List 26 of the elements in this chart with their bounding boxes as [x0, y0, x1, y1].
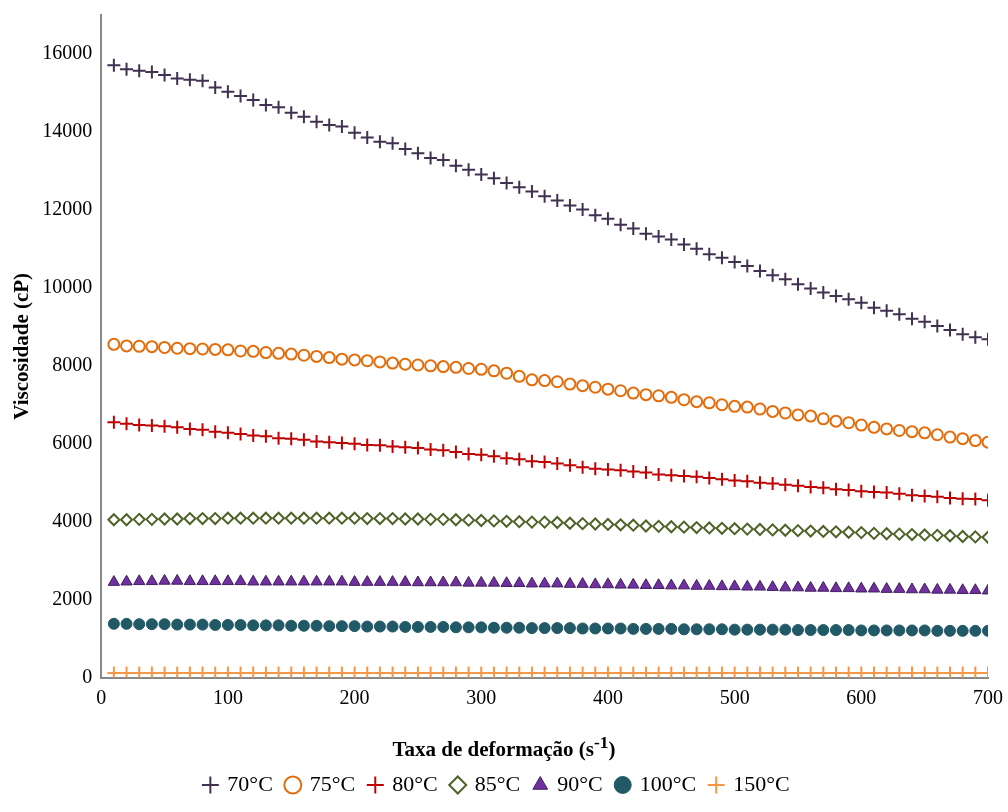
- y-tick-label: 16000: [42, 41, 93, 64]
- legend-label: 85°C: [474, 770, 521, 796]
- x-tick-label: 0: [96, 685, 107, 708]
- x-tick-label: 300: [466, 685, 497, 708]
- x-tick-label: 700: [973, 685, 1003, 708]
- legend-label: 75°C: [309, 770, 356, 796]
- y-tick-label: 4000: [52, 508, 93, 531]
- y-axis-title: Viscosidade (cP): [9, 272, 34, 420]
- legend-label: 80°C: [392, 770, 438, 796]
- y-tick-label: 2000: [52, 586, 93, 609]
- x-tick-label: 500: [719, 685, 750, 708]
- x-tick-label: 600: [846, 685, 877, 708]
- y-tick-label: 12000: [42, 197, 93, 220]
- legend-label: 150°C: [733, 770, 790, 796]
- legend-label: 100°C: [639, 770, 697, 796]
- y-tick-label: 6000: [52, 430, 93, 453]
- y-tick-label: 8000: [52, 353, 93, 376]
- x-tick-label: 100: [212, 685, 243, 708]
- legend-label: 70°C: [227, 770, 273, 796]
- x-tick-label: 400: [592, 685, 623, 708]
- y-tick-label: 10000: [42, 275, 93, 298]
- x-axis-title: Taxa de deformação (s$^{-1}$): [391, 732, 617, 762]
- y-tick-label: 14000: [42, 119, 93, 142]
- x-tick-label: 200: [339, 685, 370, 708]
- y-tick-label: 0: [82, 664, 93, 687]
- legend-label: 90°C: [557, 770, 603, 796]
